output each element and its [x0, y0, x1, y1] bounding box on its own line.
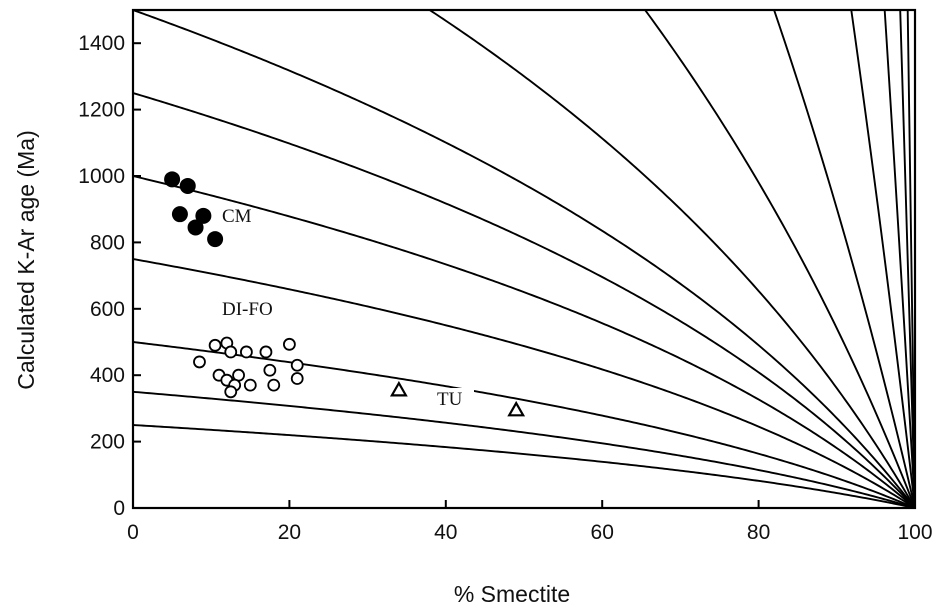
x-tick-label: 20 [278, 521, 301, 544]
point-di-fo [193, 355, 206, 369]
y-tick-label: 200 [90, 431, 125, 454]
point-di-fo [290, 358, 304, 372]
point-di-fo [239, 345, 253, 359]
x-tick-label: 60 [591, 521, 614, 544]
y-tick-label: 600 [90, 298, 125, 321]
y-tick-label: 800 [90, 231, 125, 254]
point-di-fo [263, 363, 277, 377]
point-di-fo [224, 345, 238, 359]
y-tick-label: 0 [113, 497, 125, 520]
point-di-fo [259, 345, 273, 359]
group-label-di-fo: DI-FO [222, 299, 273, 320]
reference-curve [133, 341, 915, 508]
reference-curve [643, 10, 915, 508]
point-cm [171, 206, 188, 223]
point-tu [389, 380, 408, 397]
reference-curve [133, 10, 915, 508]
y-tick-label: 1400 [78, 32, 125, 55]
point-di-fo [243, 378, 257, 392]
reference-curves [133, 10, 915, 508]
y-tick-label: 1000 [78, 165, 125, 188]
group-label-tu: TU [437, 389, 463, 410]
reference-curve [133, 390, 915, 508]
reference-curve [133, 175, 915, 508]
reference-curve [773, 10, 915, 508]
reference-curve [133, 92, 915, 508]
point-di-fo [290, 372, 304, 385]
x-axis-title: % Smectite [454, 581, 570, 607]
plot-frame [131, 8, 917, 510]
x-tick-label: 40 [434, 521, 457, 544]
point-cm [164, 171, 181, 188]
reference-curve [133, 258, 915, 508]
reference-curve [133, 424, 915, 508]
tu-label-background [432, 388, 474, 410]
reference-curve [427, 10, 915, 508]
point-cm [179, 177, 196, 194]
y-tick-label: 400 [90, 364, 125, 387]
point-di-fo [224, 385, 238, 399]
y-tick-label: 1200 [78, 99, 125, 122]
point-tu [507, 400, 526, 417]
point-di-fo [282, 337, 296, 351]
x-tick-label: 80 [747, 521, 770, 544]
point-di-fo [267, 378, 281, 392]
y-axis-title: Calculated K-Ar age (Ma) [13, 130, 39, 390]
point-cm [207, 231, 224, 248]
x-tick-label: 0 [127, 521, 139, 544]
point-cm [187, 219, 204, 236]
x-tick-label: 100 [897, 521, 932, 544]
group-label-cm: CM [222, 206, 252, 227]
data-points [164, 171, 526, 417]
point-di-fo [208, 338, 222, 352]
point-cm [195, 207, 212, 224]
